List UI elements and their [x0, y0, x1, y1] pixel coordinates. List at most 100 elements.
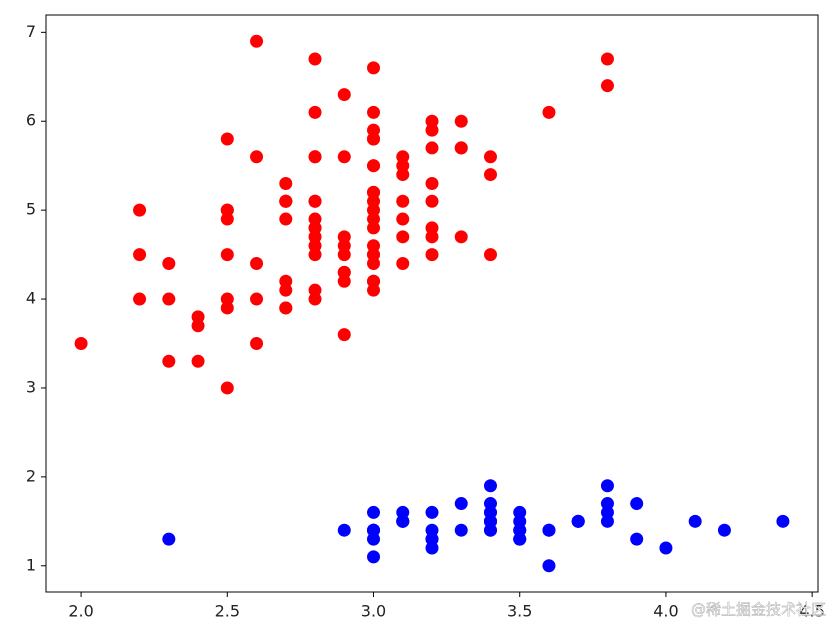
- point: [367, 221, 381, 235]
- x-tick-label: 4.0: [653, 602, 678, 621]
- point: [396, 159, 410, 173]
- point: [367, 274, 381, 288]
- point: [396, 150, 410, 164]
- point: [220, 203, 234, 217]
- y-tick-label: 2: [26, 466, 36, 485]
- point: [600, 505, 614, 519]
- point: [396, 256, 410, 270]
- point: [367, 212, 381, 226]
- point: [337, 150, 351, 164]
- point: [483, 497, 497, 511]
- point: [133, 203, 147, 217]
- point: [483, 248, 497, 262]
- point: [220, 212, 234, 226]
- point: [279, 283, 293, 297]
- point: [279, 176, 293, 190]
- point: [308, 230, 322, 244]
- point: [425, 176, 439, 190]
- point: [513, 505, 527, 519]
- point: [162, 354, 176, 368]
- point: [425, 123, 439, 137]
- point: [396, 168, 410, 182]
- point: [483, 505, 497, 519]
- point: [308, 221, 322, 235]
- point: [337, 523, 351, 537]
- point: [367, 283, 381, 297]
- point: [250, 256, 264, 270]
- point: [630, 532, 644, 546]
- point: [279, 194, 293, 208]
- point: [396, 212, 410, 226]
- point: [542, 559, 556, 573]
- x-tick-label: 4.5: [799, 602, 824, 621]
- points: [74, 34, 790, 573]
- y-tick-label: 6: [26, 111, 36, 130]
- point: [308, 283, 322, 297]
- point: [483, 479, 497, 493]
- point: [367, 550, 381, 564]
- point: [600, 514, 614, 528]
- point: [191, 319, 205, 333]
- point: [542, 105, 556, 119]
- point: [542, 523, 556, 537]
- point: [425, 505, 439, 519]
- point: [308, 105, 322, 119]
- x-tick-label: 2.0: [68, 602, 93, 621]
- y-tick-label: 5: [26, 200, 36, 219]
- point: [454, 141, 468, 155]
- point: [308, 212, 322, 226]
- point: [571, 514, 585, 528]
- point: [454, 523, 468, 537]
- point: [250, 34, 264, 48]
- point: [483, 514, 497, 528]
- point: [630, 497, 644, 511]
- point: [367, 523, 381, 537]
- point: [425, 221, 439, 235]
- point: [220, 301, 234, 315]
- point: [513, 532, 527, 546]
- point: [513, 514, 527, 528]
- point: [454, 114, 468, 128]
- point: [133, 292, 147, 306]
- point: [367, 105, 381, 119]
- point: [279, 301, 293, 315]
- point: [425, 523, 439, 537]
- watermark: @稀土掘金技术社区: [691, 601, 826, 619]
- point: [337, 88, 351, 102]
- y-tick-label: 3: [26, 377, 36, 396]
- point: [308, 150, 322, 164]
- point: [600, 479, 614, 493]
- point: [220, 292, 234, 306]
- point: [367, 61, 381, 75]
- point: [454, 230, 468, 244]
- point: [483, 150, 497, 164]
- point: [367, 194, 381, 208]
- point: [425, 532, 439, 546]
- x-tick-label: 3.0: [361, 602, 386, 621]
- point: [250, 292, 264, 306]
- point: [425, 541, 439, 555]
- point: [367, 132, 381, 146]
- point: [279, 274, 293, 288]
- point: [367, 123, 381, 137]
- point: [367, 256, 381, 270]
- point: [396, 230, 410, 244]
- point: [337, 265, 351, 279]
- point: [337, 248, 351, 262]
- point: [308, 52, 322, 66]
- point: [396, 194, 410, 208]
- point: [396, 505, 410, 519]
- point: [425, 230, 439, 244]
- point: [220, 381, 234, 395]
- point: [337, 239, 351, 253]
- point: [513, 523, 527, 537]
- point: [600, 79, 614, 93]
- point: [367, 239, 381, 253]
- point: [425, 141, 439, 155]
- point: [367, 185, 381, 199]
- point: [425, 248, 439, 262]
- point: [454, 497, 468, 511]
- point: [337, 274, 351, 288]
- point: [776, 514, 790, 528]
